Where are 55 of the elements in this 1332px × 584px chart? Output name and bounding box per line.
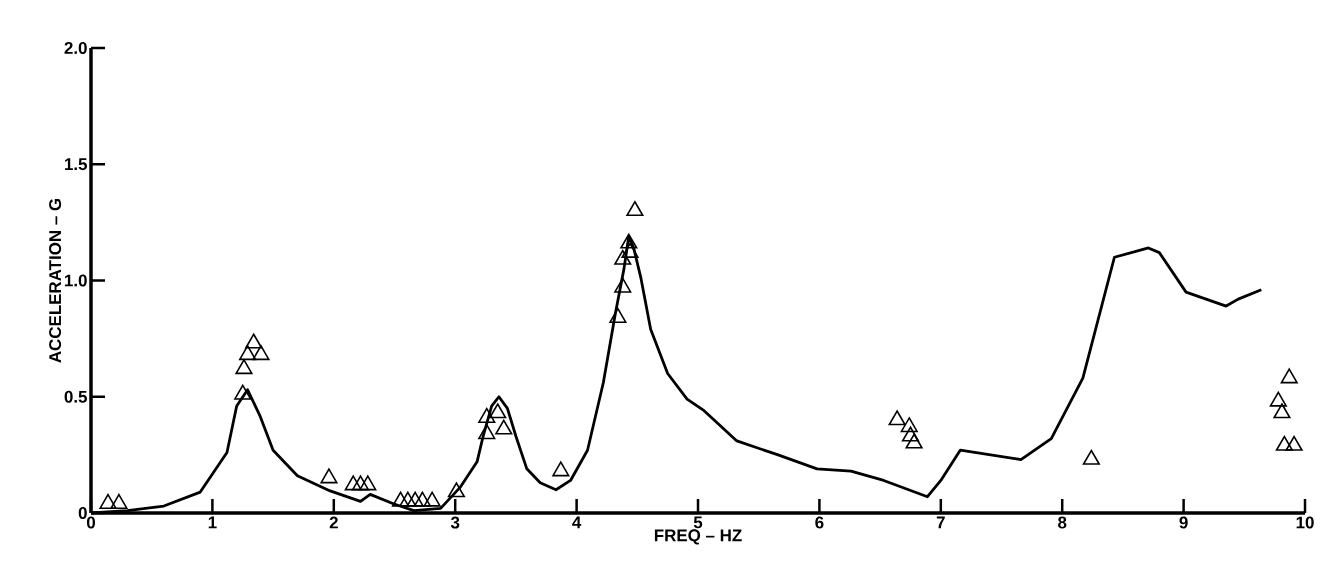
point: [1269, 391, 1287, 407]
y-axis-title: ACCELERATION – G: [49, 198, 62, 363]
y-tick-label: 1.0: [65, 274, 87, 287]
x-tick-label: 3: [450, 516, 460, 529]
point: [478, 424, 496, 440]
point: [478, 407, 496, 423]
x-tick-label: 1: [208, 516, 217, 529]
x-tick-label: 0: [86, 516, 96, 529]
x-tick-label: 7: [936, 516, 945, 529]
point: [614, 277, 632, 293]
point: [888, 410, 906, 426]
point: [626, 200, 644, 217]
point: [110, 493, 128, 509]
point: [234, 384, 252, 400]
point: [252, 345, 270, 361]
y-tick-label: 0.5: [64, 390, 88, 403]
y-tick-label: 1.5: [65, 158, 88, 171]
point: [320, 468, 338, 484]
point: [235, 359, 253, 375]
point: [399, 491, 417, 507]
point: [1285, 435, 1303, 451]
point: [245, 333, 263, 349]
point: [351, 475, 370, 491]
x-tick-label: 10: [1296, 516, 1314, 529]
point: [447, 482, 466, 498]
point: [413, 491, 432, 507]
x-tick-label: 4: [572, 516, 582, 529]
point: [1275, 435, 1293, 451]
point: [406, 491, 424, 507]
point: [239, 345, 257, 361]
x-tick-label: 5: [693, 516, 703, 529]
point: [1280, 368, 1298, 384]
point: [614, 249, 632, 265]
point: [1273, 403, 1291, 419]
y-tick-label: 0: [78, 507, 87, 519]
x-axis-title: FREQ – HZ: [654, 529, 742, 545]
point: [99, 493, 117, 509]
point: [423, 491, 441, 507]
point: [344, 475, 362, 491]
point: [495, 419, 513, 435]
point: [1082, 449, 1100, 465]
point: [620, 233, 638, 249]
x-tick-label: 2: [329, 516, 338, 529]
point: [489, 403, 507, 419]
point: [905, 433, 923, 449]
y-tick-label: 2.0: [64, 42, 87, 54]
point: [901, 426, 920, 442]
point: [552, 461, 570, 477]
point: [900, 417, 918, 433]
point: [359, 475, 377, 491]
point: [609, 307, 627, 323]
point: [391, 491, 410, 507]
x-tick-label: 8: [1058, 516, 1067, 529]
x-tick-label: 9: [1179, 516, 1188, 529]
x-tick-label: 6: [815, 516, 824, 529]
